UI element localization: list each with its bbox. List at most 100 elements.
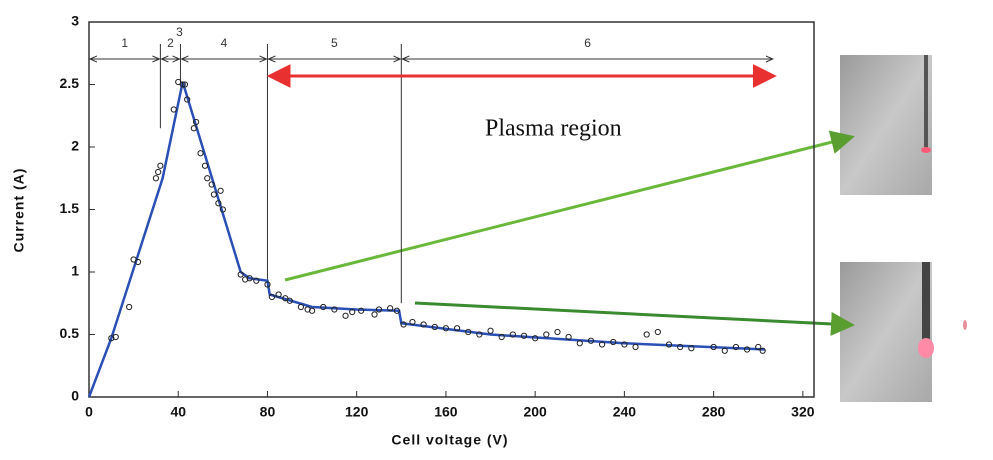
data-point: [677, 343, 684, 351]
data-point: [264, 281, 271, 288]
data-point: [598, 341, 606, 348]
data-point: [400, 321, 407, 328]
data-point: [210, 191, 218, 198]
data-point: [179, 81, 186, 88]
data-point: [387, 305, 394, 312]
data-point: [246, 275, 253, 282]
region-label: 1: [121, 36, 128, 50]
data-point: [126, 303, 133, 311]
data-point: [743, 346, 751, 353]
data-point: [610, 338, 617, 346]
data-point: [621, 341, 628, 348]
data-point: [371, 311, 378, 318]
y-tick-label: 0.5: [60, 325, 80, 341]
data-point: [286, 297, 293, 304]
data-point: [197, 150, 204, 157]
data-point: [576, 340, 583, 347]
data-point: [755, 343, 762, 351]
data-point: [181, 81, 189, 88]
region-label: 4: [221, 36, 228, 50]
y-tick-label: 1.5: [60, 200, 80, 216]
pointer-arrow: [284, 130, 855, 282]
data-point: [331, 306, 338, 313]
data-point: [215, 200, 222, 207]
plot-frame: [88, 21, 815, 398]
data-point: [420, 321, 427, 328]
data-point: [282, 295, 289, 302]
data-point: [342, 312, 349, 319]
data-point: [308, 307, 316, 314]
data-point: [237, 271, 244, 278]
region-label: 5: [331, 36, 338, 50]
data-point: [112, 333, 119, 341]
glow: [963, 320, 967, 330]
x-tick-label: 320: [791, 404, 815, 420]
data-point: [487, 327, 494, 334]
data-point: [192, 118, 200, 126]
y-tick-label: 2: [71, 138, 79, 154]
data-point: [632, 343, 639, 351]
x-tick-label: 200: [523, 404, 547, 420]
data-point: [431, 323, 438, 331]
electrode: [924, 55, 928, 150]
x-tick-label: 80: [260, 404, 276, 420]
data-point: [175, 78, 182, 86]
y-tick-label: 0: [71, 388, 79, 404]
data-point: [721, 347, 728, 354]
data-point: [201, 162, 209, 169]
x-tick-label: 240: [613, 404, 637, 420]
x-tick-label: 160: [434, 404, 458, 420]
glow: [918, 338, 934, 358]
data-point: [565, 333, 572, 341]
glow: [921, 147, 931, 153]
photo: [840, 262, 932, 402]
data-point: [688, 345, 695, 352]
data-point: [732, 343, 740, 351]
fit-line: [87, 81, 765, 398]
data-point: [217, 187, 224, 194]
region-label: 6: [584, 36, 591, 50]
data-point: [253, 277, 260, 284]
data-point: [643, 331, 650, 338]
pointer-arrow: [414, 301, 855, 336]
data-point: [453, 325, 461, 332]
data-point: [465, 328, 472, 336]
photo: [840, 55, 932, 195]
x-tick-label: 0: [85, 404, 93, 420]
photos: [840, 55, 967, 402]
data-point: [134, 258, 142, 266]
data-point: [375, 306, 383, 313]
data-point: [155, 168, 162, 176]
y-tick-label: 1: [71, 263, 79, 279]
data-point: [190, 125, 197, 132]
y-axis-label: Current (A): [11, 168, 27, 253]
data-point: [543, 331, 550, 338]
data-point: [587, 337, 595, 344]
data-point: [297, 303, 305, 311]
data-point: [520, 332, 528, 339]
data-point: [759, 347, 766, 354]
x-tick-label: 280: [702, 404, 726, 420]
data-point: [409, 318, 416, 326]
data-point: [476, 331, 483, 338]
annotation: Plasma region: [485, 116, 622, 142]
data-point: [130, 256, 137, 263]
data-point: [498, 333, 505, 341]
data-point: [654, 328, 661, 336]
region-label: 2: [167, 36, 174, 50]
region-label: 3: [176, 25, 183, 39]
x-axis-label: Cell voltage (V): [391, 432, 508, 448]
data-point: [349, 308, 356, 316]
data-point: [554, 328, 561, 336]
data-point: [532, 335, 539, 342]
x-tick-label: 120: [345, 404, 369, 420]
x-tick-label: 40: [170, 404, 186, 420]
data-point: [208, 181, 215, 188]
data-point: [204, 175, 211, 182]
data-point: [152, 175, 160, 182]
data-point: [358, 307, 365, 314]
data-point: [320, 303, 327, 311]
data-point: [275, 291, 282, 298]
data-point: [157, 162, 164, 169]
